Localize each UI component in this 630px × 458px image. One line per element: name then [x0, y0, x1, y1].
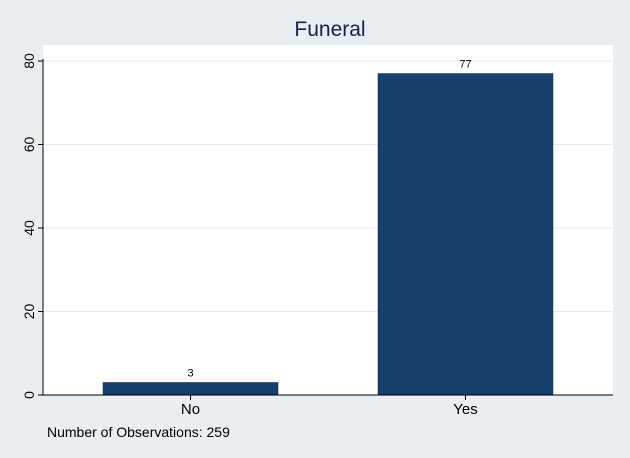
bar-yes — [377, 73, 554, 396]
x-axis-labels: No Yes — [181, 401, 478, 418]
x-tick-label: Yes — [453, 401, 477, 418]
y-axis: 0 20 40 60 80 — [21, 53, 613, 400]
y-tick-label: 60 — [21, 137, 37, 153]
bar-no — [102, 382, 279, 396]
chart-title: Funeral — [294, 18, 365, 41]
observations-note: Number of Observations: 259 — [47, 424, 230, 440]
bars: 3 77 — [102, 59, 554, 396]
data-label: 3 — [187, 367, 193, 379]
data-label: 77 — [459, 59, 471, 71]
y-tick-label: 40 — [21, 220, 37, 236]
y-tick-label: 20 — [21, 304, 37, 320]
y-tick-label: 0 — [21, 391, 37, 399]
x-tick-label: No — [181, 401, 200, 418]
y-tick-label: 80 — [21, 53, 37, 69]
